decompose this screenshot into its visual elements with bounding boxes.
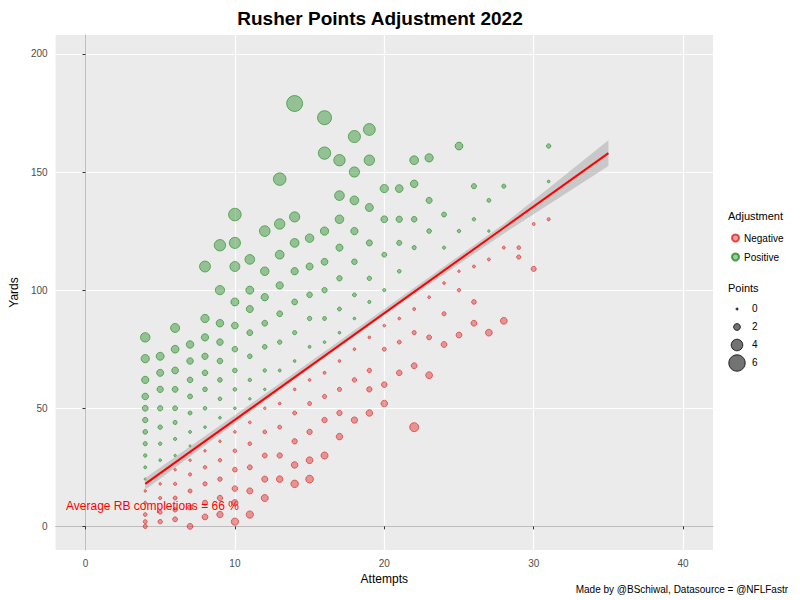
svg-text:0: 0 — [83, 558, 89, 569]
svg-text:Negative: Negative — [744, 233, 784, 244]
svg-text:Points: Points — [728, 282, 759, 294]
svg-text:100: 100 — [31, 285, 48, 296]
svg-text:Attempts: Attempts — [361, 572, 408, 586]
svg-text:30: 30 — [528, 558, 540, 569]
svg-text:200: 200 — [31, 48, 48, 59]
svg-text:10: 10 — [229, 558, 241, 569]
svg-text:2: 2 — [752, 321, 758, 332]
svg-text:50: 50 — [36, 403, 48, 414]
svg-text:Adjustment: Adjustment — [728, 210, 783, 222]
svg-text:4: 4 — [752, 339, 758, 350]
svg-text:0: 0 — [752, 303, 758, 314]
svg-text:Average RB completions = 66 %: Average RB completions = 66 % — [66, 499, 239, 513]
svg-text:150: 150 — [31, 167, 48, 178]
svg-text:Rusher Points Adjustment 2022: Rusher Points Adjustment 2022 — [237, 8, 522, 29]
svg-text:6: 6 — [752, 357, 758, 368]
svg-text:20: 20 — [379, 558, 391, 569]
svg-text:Positive: Positive — [744, 252, 779, 263]
svg-text:40: 40 — [678, 558, 690, 569]
svg-text:Made by @BSchiwal, Datasource: Made by @BSchiwal, Datasource = @NFLFast… — [576, 584, 789, 595]
svg-text:Yards: Yards — [7, 277, 21, 307]
svg-text:0: 0 — [42, 521, 48, 532]
